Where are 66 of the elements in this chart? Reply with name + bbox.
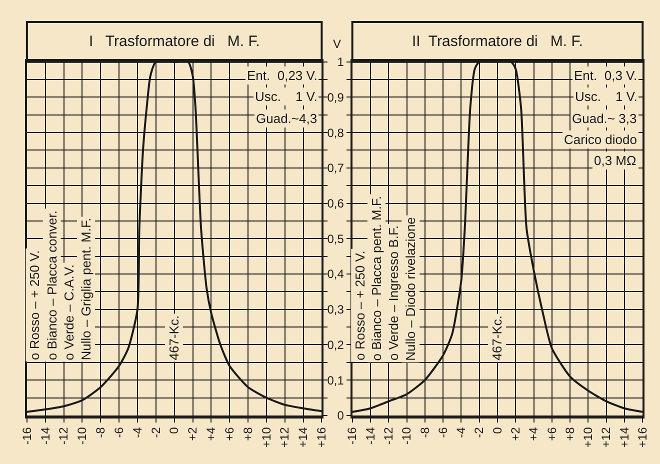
- x-tick-label: +2: [508, 426, 523, 441]
- chart-title: I Trasformatore di M. F.: [89, 33, 260, 50]
- annotation: Ent. 0,23 V.: [247, 68, 318, 83]
- y-tick-label: 0,1: [327, 373, 344, 388]
- x-tick-label: -10: [400, 426, 414, 445]
- annotation: o Rosso – + 250 V.: [27, 250, 42, 360]
- annotation: o Verde – Ingresso B.F.: [386, 225, 401, 361]
- y-tick-label: 0,9: [327, 90, 344, 104]
- x-tick-label: -14: [38, 426, 52, 445]
- x-tick-label: -14: [363, 426, 378, 445]
- y-tick-label: 0,5: [327, 232, 344, 246]
- x-tick-label: -12: [56, 426, 71, 445]
- y-tick-label: 0,3: [327, 302, 344, 317]
- x-tick-label: -2: [472, 426, 486, 438]
- annotation: Guad.~ 3,3: [572, 111, 637, 126]
- x-tick-label: +12: [278, 426, 292, 448]
- annotation: o Rosso – + 250 V.: [352, 250, 368, 360]
- y-tick-label: 0,2: [327, 338, 344, 352]
- annotation: o Bianco – Placca pent. M.F.: [368, 196, 384, 361]
- x-tick-label: +12: [599, 426, 614, 448]
- x-tick-label: -16: [345, 426, 360, 445]
- x-tick-label: -12: [382, 426, 396, 445]
- annotation: 467-Kc.: [490, 316, 505, 360]
- annotation: Nullo – Diodo rivelazione: [403, 217, 418, 361]
- x-tick-label: -8: [418, 426, 432, 438]
- y-tick-label: 0: [337, 408, 344, 423]
- x-tick-label: +2: [186, 426, 200, 441]
- y-tick-label: 1: [337, 55, 344, 70]
- x-tick-label: +14: [296, 426, 310, 448]
- x-tick-label: +10: [581, 426, 596, 448]
- x-tick-label: -16: [20, 426, 34, 445]
- annotation: 467-Kc.: [166, 315, 182, 360]
- x-tick-label: +14: [617, 426, 632, 448]
- x-tick-label: -4: [454, 426, 468, 438]
- x-tick-label: +6: [544, 426, 559, 441]
- y-axis-title: V: [333, 37, 342, 51]
- annotation: o Verde – C.A.V.: [61, 264, 76, 360]
- x-tick-label: -2: [148, 426, 163, 438]
- x-tick-label: -10: [75, 426, 90, 445]
- annotation: o Bianco – Placca conver.: [44, 210, 60, 360]
- x-tick-label: +16: [314, 426, 329, 448]
- y-tick-label: 0,4: [327, 267, 344, 282]
- annotation: Carico diodo: [564, 132, 637, 147]
- annotation: 0,3 MΩ: [594, 153, 637, 168]
- x-tick-label: 0: [490, 426, 504, 434]
- x-tick-label: +4: [526, 426, 541, 441]
- annotation: Ent. 0,3 V.: [574, 68, 638, 83]
- x-tick-label: -6: [112, 426, 126, 438]
- x-tick-label: 0: [167, 426, 182, 434]
- y-tick-label: 0,7: [327, 161, 344, 176]
- annotation: Guad.~4,3: [256, 111, 318, 126]
- x-tick-label: +8: [240, 426, 255, 441]
- x-tick-label: +10: [259, 426, 274, 448]
- annotation: Usc. 1 V.: [575, 89, 638, 104]
- x-tick-label: +8: [562, 426, 577, 441]
- x-tick-label: +6: [222, 426, 236, 441]
- x-tick-label: +4: [204, 426, 218, 441]
- chart-title: II Trasformatore di M. F.: [412, 33, 583, 50]
- annotation: Usc. 1 V.: [255, 89, 318, 104]
- y-tick-label: 0,8: [327, 126, 344, 140]
- x-tick-label: -6: [436, 426, 450, 438]
- x-tick-label: -8: [94, 426, 108, 438]
- x-tick-label: -4: [130, 426, 144, 438]
- x-tick-label: +16: [636, 426, 650, 448]
- annotation: Nullo – Griglia pent. M.F.: [78, 218, 94, 360]
- y-tick-label: 0,6: [327, 196, 344, 210]
